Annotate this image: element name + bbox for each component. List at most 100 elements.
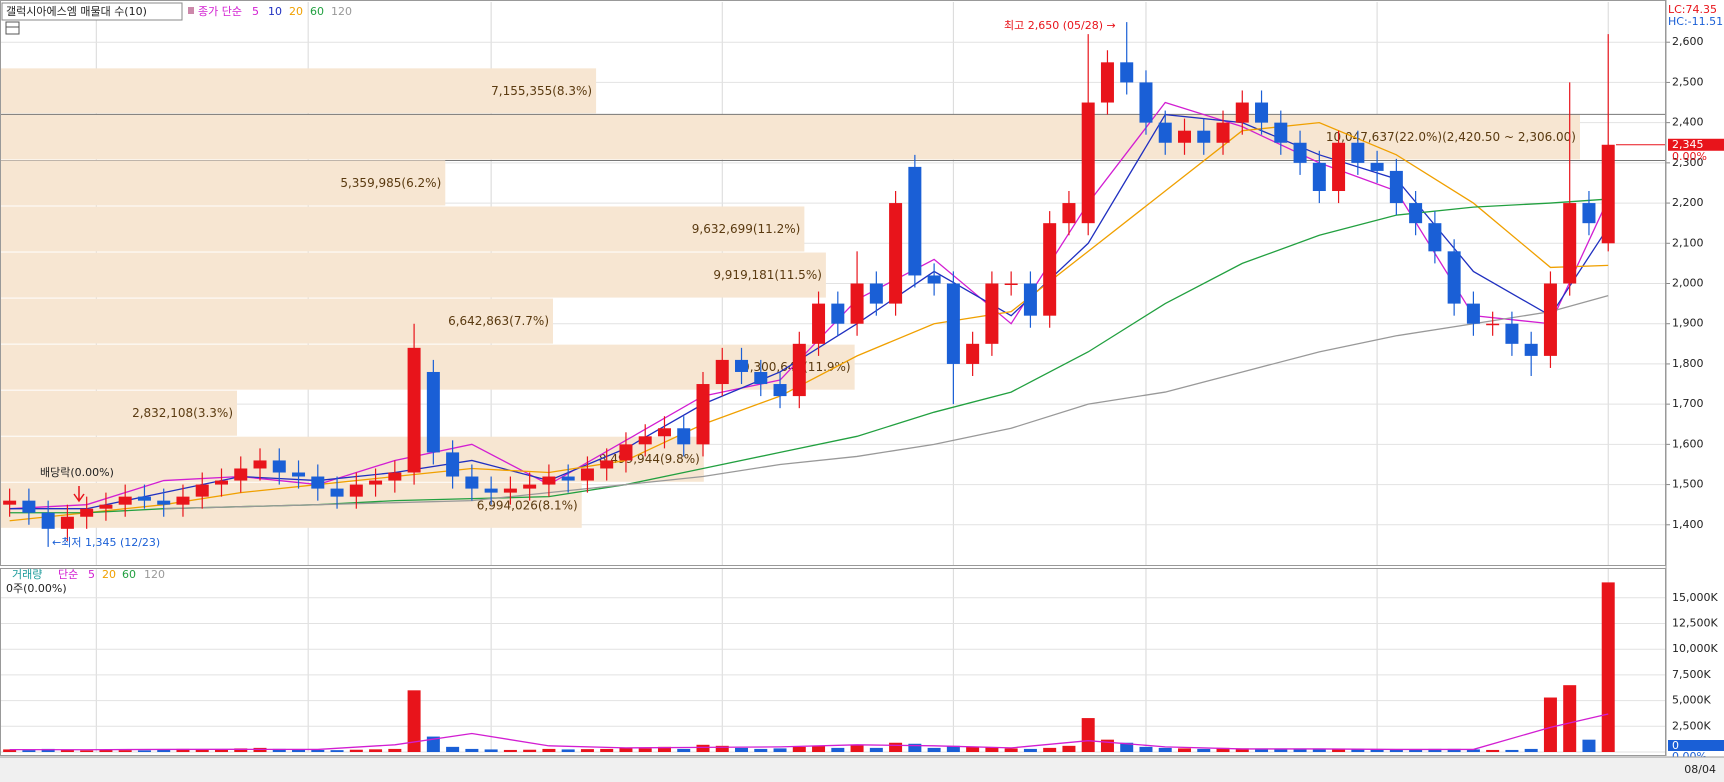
profile-bar xyxy=(0,206,805,252)
volume-bar xyxy=(600,748,614,752)
volume-bar xyxy=(446,746,460,752)
y-tick-label: 12,500K xyxy=(1672,617,1718,630)
mid-layer: 7,155,355(8.3%) 10,047,637(22.0%)(2,420.5… xyxy=(3,22,1615,752)
candle-body xyxy=(696,384,710,445)
y-tick-label: 2,200 xyxy=(1672,196,1704,209)
candle-body xyxy=(292,472,306,477)
candle-body xyxy=(1486,323,1500,326)
volume-panel-border xyxy=(0,568,1666,756)
candle-body xyxy=(1447,251,1461,304)
profile-label: 8,499,944(9.8%) xyxy=(599,452,700,466)
volume-bar xyxy=(1177,748,1191,752)
x-axis-strip xyxy=(0,757,1724,782)
profile-bar xyxy=(0,160,446,206)
volume-bar xyxy=(1235,748,1249,752)
profile-label: 6,994,026(8.1%) xyxy=(477,498,578,512)
volume-zero-box xyxy=(1668,740,1724,751)
volume-bar xyxy=(388,748,402,752)
y-tick-label: 2,000 xyxy=(1672,277,1704,290)
volume-bar xyxy=(657,746,671,752)
volume-bar xyxy=(1486,749,1500,752)
volume-legend-item: 120 xyxy=(144,568,165,581)
volume-bar xyxy=(773,748,787,752)
volume-bar xyxy=(1466,749,1480,752)
volume-bar xyxy=(1428,748,1442,752)
candle-body xyxy=(195,484,209,497)
volume-bar xyxy=(638,748,652,752)
y-tick-label: 1,900 xyxy=(1672,317,1704,330)
candle-body xyxy=(600,460,614,469)
candle-body xyxy=(1389,170,1403,204)
volume-bar xyxy=(465,748,479,752)
lc-label: LC:74.35 xyxy=(1668,3,1717,16)
volume-bar xyxy=(927,747,941,752)
volume-bar xyxy=(908,743,922,752)
last-price-box xyxy=(1668,138,1724,151)
candle-body xyxy=(253,460,267,469)
y-tick-label: 2,500 xyxy=(1672,75,1704,88)
volume-bar xyxy=(80,750,94,752)
volume-bar xyxy=(1081,718,1095,752)
volume-bar xyxy=(1004,748,1018,752)
volume-bar xyxy=(715,745,729,752)
volume-bar xyxy=(41,748,55,752)
candle-body xyxy=(388,472,402,481)
volume-bar xyxy=(696,744,710,752)
candle-body xyxy=(22,500,36,513)
volume-bar xyxy=(1370,749,1384,752)
candle-body xyxy=(465,476,479,489)
volume-bar xyxy=(1409,749,1423,752)
candle-body xyxy=(330,488,344,497)
candle-body xyxy=(1312,162,1326,192)
volume-bar xyxy=(1216,747,1230,752)
candle-body xyxy=(234,468,248,481)
volume-bar xyxy=(3,749,17,752)
volume-bar xyxy=(137,750,151,752)
candle-body xyxy=(580,468,594,481)
profile-bar xyxy=(0,68,597,114)
candle-body xyxy=(946,283,960,364)
legend-icon xyxy=(188,7,194,14)
volume-bar xyxy=(1062,745,1076,752)
chart-title: 갤럭시아에스엠 매물대 수(10) xyxy=(6,5,147,18)
candle-body xyxy=(1601,144,1615,244)
volume-bar xyxy=(889,742,903,752)
candle-body xyxy=(523,484,537,489)
y-tick-label: 2,500K xyxy=(1672,719,1711,732)
candle-body xyxy=(1543,283,1557,356)
volume-bar xyxy=(1447,748,1461,752)
candle-body xyxy=(1293,142,1307,163)
volume-bar xyxy=(677,748,691,752)
profile-label: 5,359,985(6.2%) xyxy=(340,176,441,190)
profile-label: 6,642,863(7.7%) xyxy=(448,314,549,328)
ma-line xyxy=(163,294,1609,510)
candle-body xyxy=(311,476,325,489)
candle-body xyxy=(369,480,383,485)
candle-body xyxy=(80,508,94,517)
candle-body xyxy=(869,283,883,304)
candle-body xyxy=(214,480,228,485)
candle-body xyxy=(657,428,671,437)
volume-bar xyxy=(1120,742,1134,752)
volume-bar xyxy=(272,748,286,752)
volume-bar xyxy=(985,747,999,752)
candle-body xyxy=(1139,82,1153,123)
volume-bar xyxy=(1601,582,1615,752)
volume-bar xyxy=(484,749,498,752)
candle-body xyxy=(715,359,729,385)
candle-body xyxy=(619,444,633,461)
candle-body xyxy=(812,303,826,344)
volume-bar xyxy=(1312,749,1326,752)
last-date: 08/04 xyxy=(1684,763,1716,776)
candle-body xyxy=(561,476,575,481)
volume-bar xyxy=(503,749,517,752)
candle-body xyxy=(889,203,903,304)
volume-bar xyxy=(311,749,325,752)
candle-body xyxy=(446,452,460,477)
volume-bar xyxy=(1582,739,1596,752)
candle-body xyxy=(349,484,363,497)
profile-label: 9,632,699(11.2%) xyxy=(692,222,801,236)
candle-body xyxy=(272,460,286,473)
candle-body xyxy=(1332,142,1346,192)
volume-bar xyxy=(523,749,537,752)
